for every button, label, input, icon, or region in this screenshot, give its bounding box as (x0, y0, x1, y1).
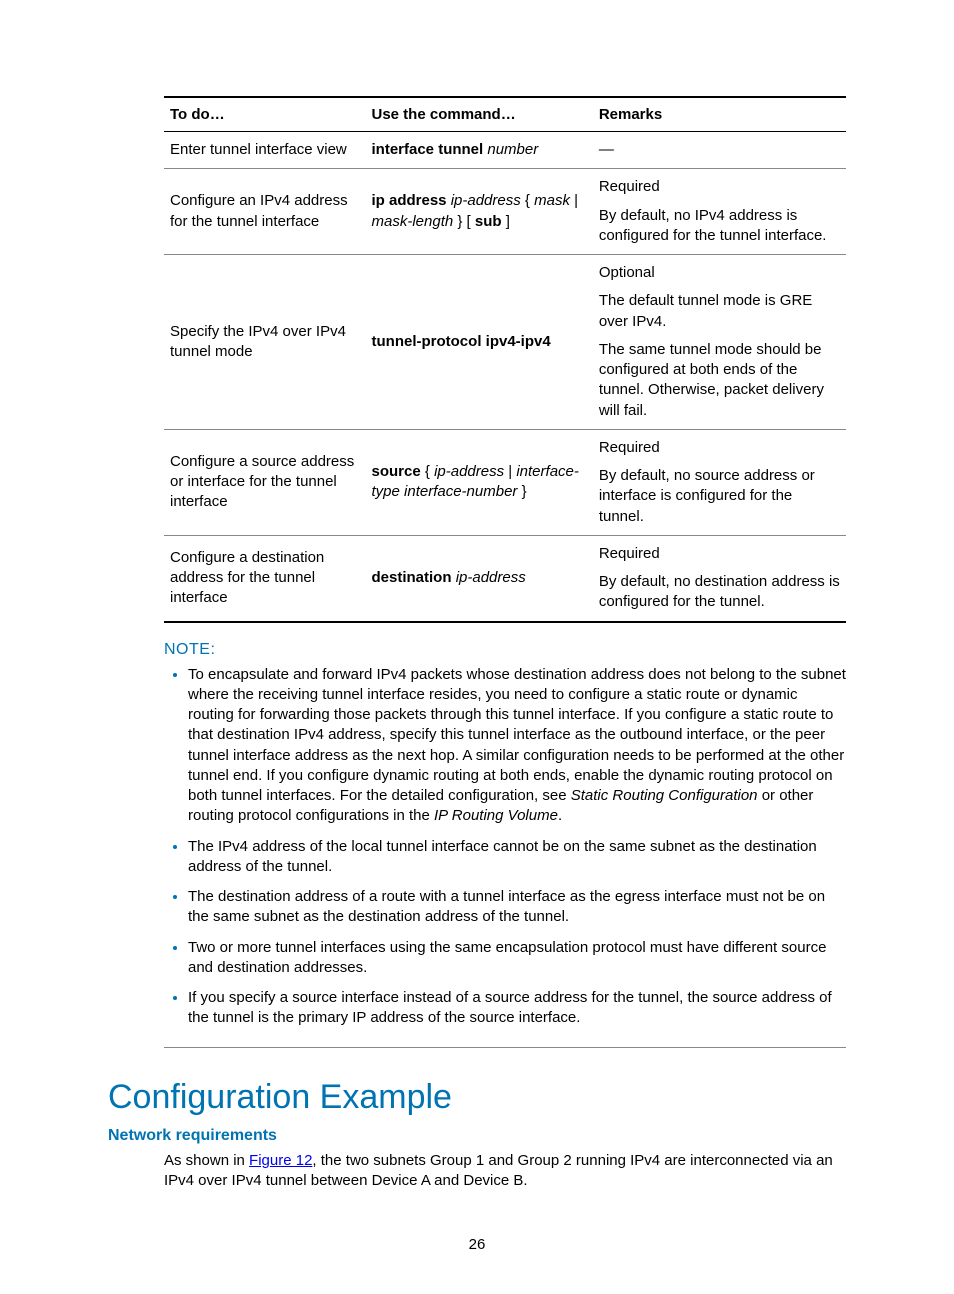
cell-command: ip address ip-address { mask | mask-leng… (366, 169, 593, 255)
cell-remarks: Required By default, no source address or… (593, 429, 846, 535)
note-item: If you specify a source interface instea… (188, 988, 846, 1029)
table-header-todo: To do… (164, 97, 366, 132)
remark-text: Required (599, 177, 840, 197)
cell-command: destination ip-address (366, 535, 593, 621)
page-number: 26 (0, 1236, 954, 1253)
command-table: To do… Use the command… Remarks Enter tu… (164, 96, 846, 623)
subsection-title: Network requirements (108, 1127, 866, 1145)
remark-text: The same tunnel mode should be configure… (599, 340, 840, 421)
cell-remarks: Required By default, no destination addre… (593, 535, 846, 621)
note-list: To encapsulate and forward IPv4 packets … (164, 665, 846, 1029)
table-row: Configure a destination address for the … (164, 535, 846, 621)
table-row: Configure a source address or interface … (164, 429, 846, 535)
remark-text: Optional (599, 263, 840, 283)
table-row: Configure an IPv4 address for the tunnel… (164, 169, 846, 255)
table-row: Enter tunnel interface viewinterface tun… (164, 132, 846, 169)
remark-text: The default tunnel mode is GRE over IPv4… (599, 291, 840, 332)
table-header-cmd: Use the command… (366, 97, 593, 132)
cell-todo: Configure a source address or interface … (164, 429, 366, 535)
cell-remarks: — (593, 132, 846, 169)
section-title: Configuration Example (108, 1078, 866, 1117)
cell-command: tunnel-protocol ipv4-ipv4 (366, 255, 593, 430)
remark-text: By default, no IPv4 address is configure… (599, 206, 840, 247)
cell-todo: Specify the IPv4 over IPv4 tunnel mode (164, 255, 366, 430)
note-item: The destination address of a route with … (188, 887, 846, 928)
note-section: NOTE: To encapsulate and forward IPv4 pa… (164, 641, 846, 1048)
remark-text: By default, no source address or interfa… (599, 466, 840, 527)
body-paragraph: As shown in Figure 12, the two subnets G… (164, 1151, 846, 1192)
table-header-row: To do… Use the command… Remarks (164, 97, 846, 132)
remark-text: Required (599, 438, 840, 458)
remark-text: — (599, 140, 840, 160)
table-header-remarks: Remarks (593, 97, 846, 132)
cell-command: interface tunnel number (366, 132, 593, 169)
cell-todo: Enter tunnel interface view (164, 132, 366, 169)
remark-text: By default, no destination address is co… (599, 572, 840, 613)
note-item: The IPv4 address of the local tunnel int… (188, 837, 846, 878)
remark-text: Required (599, 544, 840, 564)
cell-remarks: Required By default, no IPv4 address is c… (593, 169, 846, 255)
cell-command: source { ip-address | interface-type int… (366, 429, 593, 535)
note-heading: NOTE: (164, 641, 846, 659)
table-row: Specify the IPv4 over IPv4 tunnel modetu… (164, 255, 846, 430)
cell-todo: Configure an IPv4 address for the tunnel… (164, 169, 366, 255)
cell-remarks: Optional The default tunnel mode is GRE o… (593, 255, 846, 430)
note-item: Two or more tunnel interfaces using the … (188, 938, 846, 979)
cell-todo: Configure a destination address for the … (164, 535, 366, 621)
note-item: To encapsulate and forward IPv4 packets … (188, 665, 846, 827)
